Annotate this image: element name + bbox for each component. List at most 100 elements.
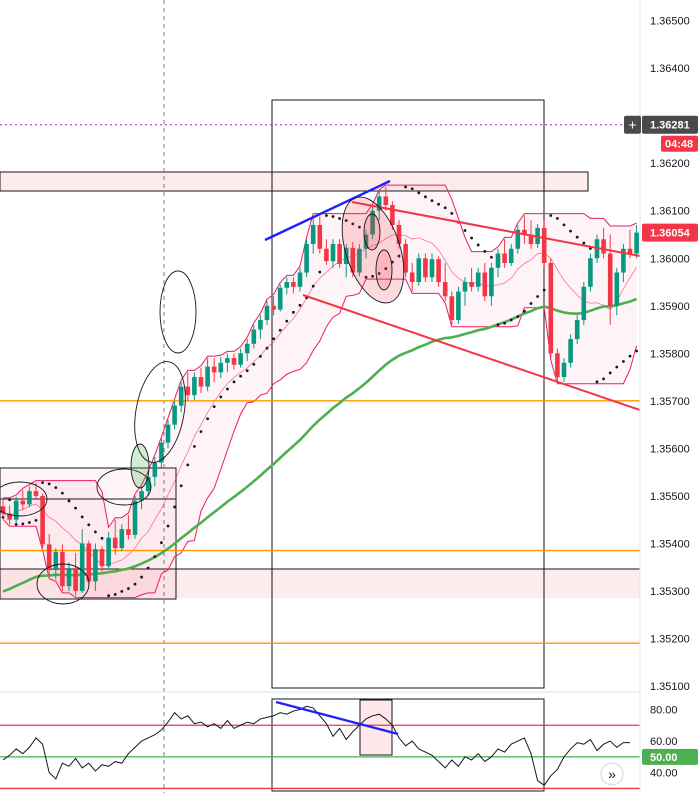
- candle-body: [27, 491, 32, 505]
- candle-body: [403, 244, 408, 273]
- candle-body: [99, 549, 105, 567]
- sar-dot: [635, 349, 638, 353]
- sar-dot: [437, 202, 440, 206]
- sar-dot: [410, 187, 414, 191]
- candle-body: [390, 205, 395, 225]
- sar-dot: [351, 222, 355, 226]
- candle-body: [456, 291, 461, 321]
- candle-body: [469, 282, 474, 287]
- sar-dot: [562, 223, 566, 227]
- sar-dot: [166, 524, 170, 528]
- support-zone: [0, 569, 640, 598]
- oscillator-value-text: 50.00: [650, 752, 678, 764]
- sar-dot: [199, 430, 203, 434]
- oscillator-axis-tick: 60.00: [650, 736, 678, 748]
- candle-body: [192, 377, 197, 396]
- sar-dot: [443, 206, 447, 210]
- price-axis-tick: 1.35200: [650, 633, 690, 645]
- sar-dot: [173, 505, 177, 509]
- candle-body: [634, 232, 639, 254]
- oscillator-axis-tick: 40.00: [650, 768, 678, 780]
- sar-dot: [569, 229, 572, 233]
- candle-body: [515, 229, 521, 249]
- candle-body: [145, 476, 151, 492]
- sar-dot: [628, 354, 632, 358]
- moving-average-line: [2, 297, 638, 593]
- sar-dot: [47, 482, 51, 486]
- sar-dot: [272, 337, 275, 341]
- sar-dot: [67, 499, 71, 503]
- sar-dot: [311, 284, 315, 288]
- candle-body: [258, 320, 263, 330]
- price-axis-tick: 1.35600: [650, 443, 690, 455]
- candle-body: [357, 248, 362, 273]
- annotation-ellipse: [134, 361, 186, 463]
- candle-body: [172, 405, 177, 425]
- candle-body: [588, 258, 593, 287]
- resistance-zone: [0, 171, 589, 192]
- sar-dot: [226, 387, 229, 391]
- candle-body: [211, 366, 217, 373]
- candle-body: [317, 224, 323, 249]
- double-chevron-right-icon: »: [608, 766, 616, 782]
- sar-dot: [509, 318, 513, 322]
- candle-body: [396, 224, 402, 245]
- sar-dot: [41, 481, 44, 484]
- sar-dot: [496, 323, 500, 327]
- candle-body: [324, 248, 329, 262]
- sar-dot: [113, 593, 117, 596]
- candle-body: [449, 296, 455, 321]
- sar-dot: [595, 380, 599, 384]
- candle-body: [291, 282, 296, 287]
- candle-body: [350, 247, 356, 273]
- sar-dot: [179, 484, 183, 488]
- sar-dot: [582, 241, 586, 245]
- candle-body: [126, 529, 131, 535]
- annotation-ellipse: [36, 563, 90, 605]
- sar-dot: [470, 236, 473, 240]
- sar-dot: [371, 274, 374, 278]
- price-axis-tick: 1.36000: [650, 253, 690, 265]
- candle-body: [284, 282, 290, 288]
- annotation-ellipse: [130, 443, 150, 489]
- sar-dot: [377, 272, 381, 275]
- candle-body: [416, 258, 422, 283]
- candle-body: [607, 253, 613, 306]
- candle-body: [218, 362, 224, 373]
- candle-body: [442, 282, 448, 297]
- scroll-to-latest-button[interactable]: [600, 762, 624, 786]
- sar-dot: [529, 302, 533, 305]
- oscillator-trendline: [275, 700, 399, 736]
- sar-dot: [259, 355, 262, 358]
- sar-dot: [622, 360, 625, 363]
- candle-body: [627, 248, 633, 254]
- candle-body: [112, 537, 118, 549]
- candle-body: [522, 229, 527, 235]
- price-axis-tick: 1.36200: [650, 158, 690, 170]
- crosshair-add-button[interactable]: [624, 115, 641, 134]
- sar-dot: [424, 195, 427, 199]
- candle-body: [495, 253, 501, 268]
- candle-body: [53, 551, 59, 571]
- sar-dot: [206, 417, 210, 421]
- sar-dot: [536, 295, 539, 298]
- candle-body: [79, 543, 85, 591]
- sar-dot: [87, 523, 91, 527]
- candle-body: [251, 329, 257, 344]
- candle-body: [264, 305, 270, 321]
- candle-body: [621, 248, 626, 273]
- sar-dot: [404, 185, 407, 189]
- sar-dot: [160, 541, 163, 545]
- price-axis-tick: 1.35300: [650, 586, 690, 598]
- annotation-ellipse: [0, 481, 48, 517]
- sar-dot: [186, 463, 190, 467]
- candle-body: [106, 537, 111, 567]
- candle-body: [370, 210, 375, 235]
- channel-upper-line: [351, 201, 641, 257]
- sar-dot: [476, 243, 480, 247]
- price-axis-tick: 1.35900: [650, 301, 690, 313]
- channel-lower-line: [302, 294, 641, 411]
- sar-dot: [483, 249, 487, 253]
